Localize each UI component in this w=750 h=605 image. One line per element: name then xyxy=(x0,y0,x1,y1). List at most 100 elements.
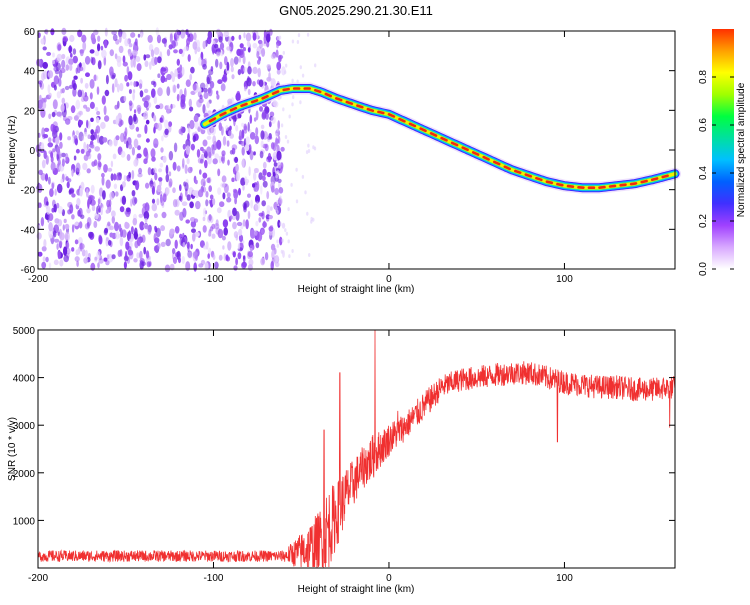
noise-blob xyxy=(54,260,59,266)
noise-blob xyxy=(147,261,151,267)
noise-blob xyxy=(201,178,206,186)
noise-blob xyxy=(242,185,244,191)
noise-blob xyxy=(46,206,50,215)
noise-blob xyxy=(256,31,259,39)
noise-blob xyxy=(154,96,158,104)
noise-blob xyxy=(88,232,93,238)
noise-blob xyxy=(44,128,49,132)
noise-blob xyxy=(219,255,223,261)
noise-blob xyxy=(168,171,171,176)
noise-blob xyxy=(292,40,294,44)
noise-blob xyxy=(71,247,74,252)
noise-blob xyxy=(49,263,51,269)
noise-blob xyxy=(227,241,231,251)
noise-blob xyxy=(120,228,123,238)
noise-blob xyxy=(61,179,64,183)
noise-blob xyxy=(124,175,127,181)
noise-blob xyxy=(78,90,83,98)
noise-blob xyxy=(217,79,222,84)
noise-blob xyxy=(54,239,59,243)
noise-blob xyxy=(161,75,166,83)
noise-blob xyxy=(245,219,249,229)
noise-blob xyxy=(188,54,191,62)
noise-blob xyxy=(217,207,222,213)
y-tick-label: -20 xyxy=(21,186,36,197)
noise-blob xyxy=(232,148,236,155)
noise-blob xyxy=(172,187,176,193)
noise-blob xyxy=(92,205,95,211)
noise-blob xyxy=(278,179,282,183)
noise-blob xyxy=(202,149,206,153)
noise-blob xyxy=(208,152,211,158)
noise-blob xyxy=(263,181,268,188)
noise-blob xyxy=(66,242,69,249)
noise-blob xyxy=(142,235,146,243)
noise-blob xyxy=(140,33,143,38)
noise-blob xyxy=(133,218,138,226)
noise-blob xyxy=(86,188,89,197)
noise-blob xyxy=(260,130,264,139)
noise-blob xyxy=(287,140,289,144)
noise-blob xyxy=(90,263,95,271)
noise-blob xyxy=(124,96,127,102)
noise-blob xyxy=(56,62,61,71)
noise-blob xyxy=(97,86,100,95)
noise-blob xyxy=(139,214,144,218)
y-tick-label: -60 xyxy=(21,265,36,276)
noise-blob xyxy=(90,49,95,53)
noise-blob xyxy=(276,240,278,244)
noise-blob xyxy=(100,122,106,129)
noise-blob xyxy=(71,193,75,197)
noise-blob xyxy=(233,265,237,271)
noise-blob xyxy=(67,182,70,189)
noise-blob xyxy=(248,251,253,257)
noise-blob xyxy=(229,126,232,131)
noise-blob xyxy=(122,196,126,205)
noise-blob xyxy=(128,51,132,56)
noise-blob xyxy=(104,228,108,234)
noise-blob xyxy=(156,228,161,238)
noise-blob xyxy=(190,167,193,172)
noise-blob xyxy=(139,251,143,260)
noise-blob xyxy=(67,136,71,140)
noise-blob xyxy=(165,265,170,273)
noise-blob xyxy=(94,146,100,152)
noise-blob xyxy=(64,219,67,223)
noise-blob xyxy=(106,209,110,214)
noise-blob xyxy=(51,162,56,171)
colorbar-tick-label: 0.8 xyxy=(698,70,709,84)
noise-blob xyxy=(85,83,89,89)
snr-line xyxy=(38,330,675,567)
noise-blob xyxy=(202,173,207,179)
noise-blob xyxy=(234,56,239,65)
noise-blob xyxy=(272,100,277,106)
snr-x-label: Height of straight line (km) xyxy=(298,584,415,595)
noise-blob xyxy=(222,245,224,249)
noise-blob xyxy=(76,198,80,206)
colorbar-tick-label: 0.2 xyxy=(698,214,709,228)
noise-blob xyxy=(291,249,293,253)
noise-blob xyxy=(307,33,309,37)
noise-blob xyxy=(192,233,196,242)
noise-blob xyxy=(104,115,109,122)
noise-blob xyxy=(235,164,239,172)
noise-blob xyxy=(79,67,83,72)
noise-blob xyxy=(90,79,95,89)
noise-blob xyxy=(99,236,103,245)
noise-blob xyxy=(216,140,221,150)
noise-blob xyxy=(91,144,95,148)
noise-blob xyxy=(124,261,127,268)
noise-blob xyxy=(230,215,233,219)
noise-blob xyxy=(287,207,289,211)
noise-blob xyxy=(227,62,230,71)
ridge-peak xyxy=(610,186,615,187)
noise-blob xyxy=(136,56,141,62)
noise-blob xyxy=(180,126,183,136)
noise-blob xyxy=(186,145,190,155)
noise-blob xyxy=(231,178,234,183)
noise-blob xyxy=(169,178,173,187)
noise-blob xyxy=(276,50,279,58)
noise-blob xyxy=(87,168,91,173)
noise-blob xyxy=(161,135,164,141)
noise-blob xyxy=(166,187,170,194)
